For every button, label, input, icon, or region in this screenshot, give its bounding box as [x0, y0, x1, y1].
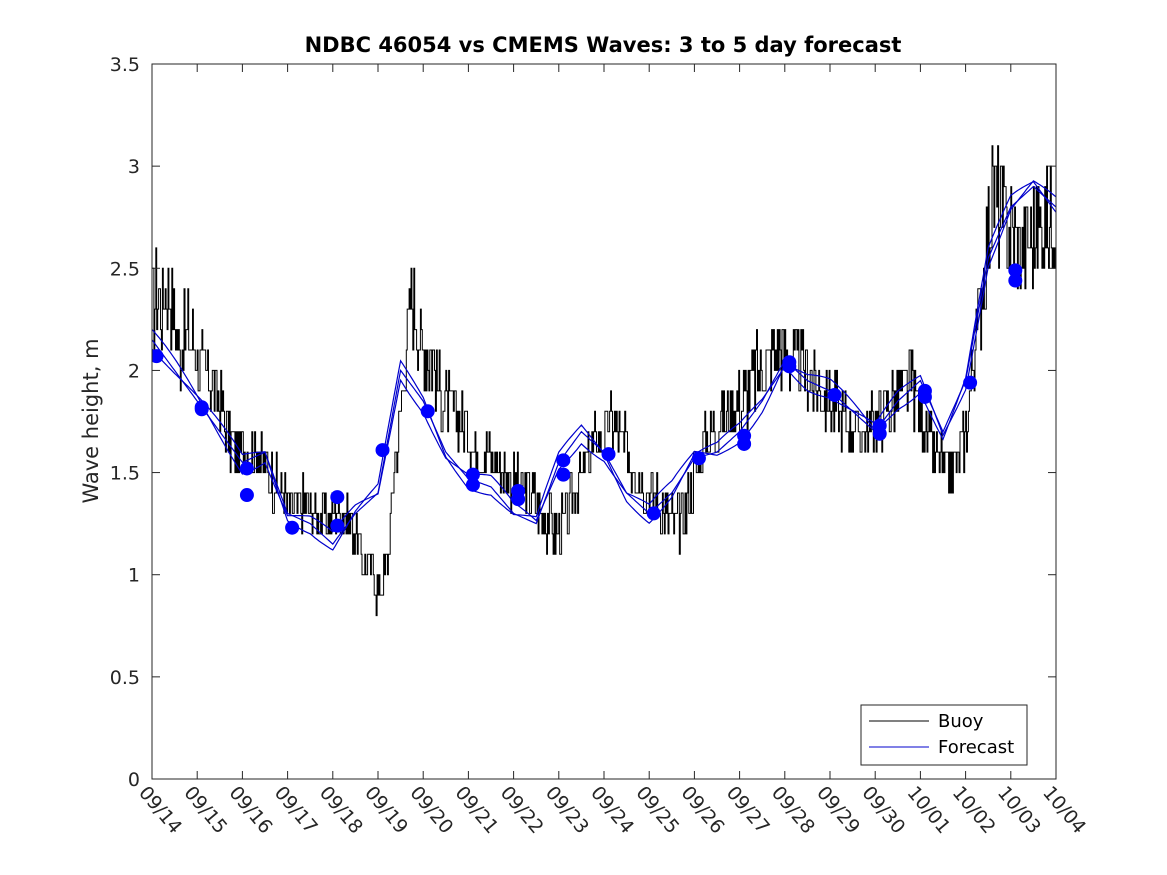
forecast-point — [465, 477, 480, 492]
forecast-point — [285, 520, 300, 535]
forecast-point — [556, 467, 571, 482]
forecast-point — [917, 389, 932, 404]
series-layer — [152, 145, 1056, 617]
forecast-point — [963, 375, 978, 390]
forecast-point — [511, 492, 526, 507]
forecast-point — [782, 359, 797, 374]
forecast-point — [1008, 273, 1023, 288]
y-tick-label: 0.5 — [110, 667, 140, 689]
forecast-point — [330, 518, 345, 533]
legend-forecast-label: Forecast — [938, 737, 1014, 758]
y-axis-label: Wave height, m — [79, 338, 103, 503]
forecast-point — [556, 453, 571, 468]
forecast-point — [691, 451, 706, 466]
legend-box — [860, 704, 1028, 766]
forecast-point — [646, 506, 661, 521]
plot-area — [152, 64, 1056, 779]
forecast-point — [737, 436, 752, 451]
forecast-point — [420, 404, 435, 419]
forecast-point — [375, 443, 390, 458]
forecast-point — [239, 488, 254, 503]
y-tick-label: 0 — [128, 769, 140, 791]
legend: Buoy Forecast — [860, 704, 1028, 766]
forecast-point — [872, 426, 887, 441]
forecast-point — [601, 447, 616, 462]
forecast-point — [152, 349, 164, 364]
y-tick-label: 2 — [128, 360, 140, 382]
forecast-point — [194, 402, 209, 417]
buoy-series-line — [152, 145, 1056, 617]
y-tick-label: 3 — [128, 156, 140, 178]
y-tick-label: 3.5 — [110, 54, 140, 76]
y-tick-label: 2.5 — [110, 258, 140, 280]
chart-title: NDBC 46054 vs CMEMS Waves: 3 to 5 day fo… — [305, 33, 902, 57]
forecast-point — [239, 461, 254, 476]
y-tick-label: 1.5 — [110, 463, 140, 485]
forecast-point — [330, 490, 345, 505]
forecast-series-line — [152, 180, 1056, 533]
y-tick-label: 1 — [128, 565, 140, 587]
legend-buoy-label: Buoy — [938, 711, 984, 732]
forecast-point — [827, 387, 842, 402]
y-axis: 0 0.5 1 1.5 2 2.5 3 3.5 — [110, 54, 1056, 791]
